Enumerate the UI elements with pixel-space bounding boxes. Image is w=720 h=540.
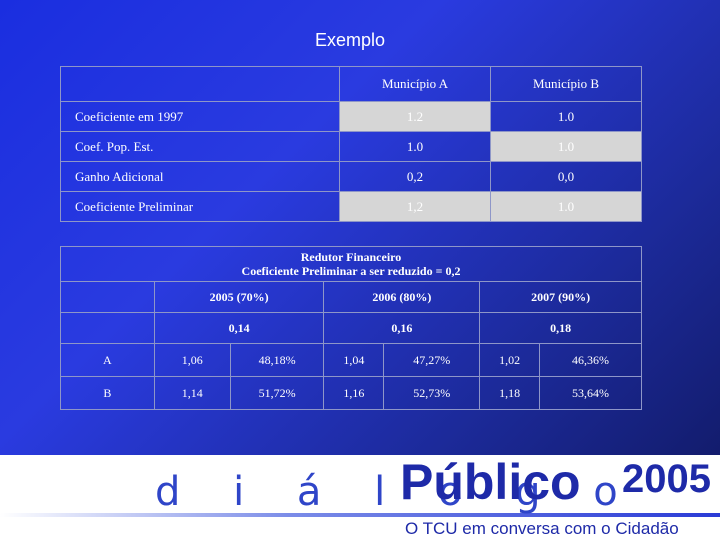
table-caption: Redutor Financeiro Coeficiente Prelimina…: [60, 246, 642, 282]
empty-cell: [60, 281, 155, 313]
cell-b: 1.0: [490, 101, 642, 132]
year-2007-header: 2007 (90%): [479, 281, 642, 313]
reducer-2006: 0,16: [323, 312, 481, 344]
caption-subtitle: Coeficiente Preliminar a ser reduzido = …: [241, 264, 461, 278]
cell-a: 1,2: [339, 191, 491, 222]
cell-pct: 48,18%: [229, 343, 325, 377]
year-2005-header: 2005 (70%): [153, 281, 325, 313]
row-label: B: [60, 376, 155, 410]
banner-year: 2005: [622, 457, 711, 501]
cell-coef: 1,06: [153, 343, 231, 377]
table-row: Coef. Pop. Est. 1.0 1.0: [60, 131, 642, 162]
cell-b: 1.0: [490, 131, 642, 162]
banner-word-dialogo: d i á l o g o: [155, 469, 638, 515]
banner-divider: [0, 513, 720, 517]
cell-coef: 1,18: [479, 376, 541, 410]
cell-a: 0,2: [339, 161, 491, 192]
banner-tagline: O TCU em conversa com o Cidadão: [405, 519, 679, 538]
table-header-row: Município A Município B: [60, 66, 642, 102]
row-label: Coeficiente Preliminar: [60, 191, 340, 222]
row-label: Coef. Pop. Est.: [60, 131, 340, 162]
reducer-2005: 0,14: [153, 312, 325, 344]
slide-title: Exemplo: [314, 30, 386, 50]
cell-a: 1.0: [339, 131, 491, 162]
header-municipio-a: Município A: [339, 66, 491, 102]
empty-cell: [60, 312, 155, 344]
cell-b: 0,0: [490, 161, 642, 192]
dialogo-publico-banner: d i á l o g o Público 2005 O TCU em conv…: [0, 454, 720, 540]
row-label: A: [60, 343, 155, 377]
year-2006-header: 2006 (80%): [323, 281, 481, 313]
cell-coef: 1,04: [323, 343, 385, 377]
cell-pct: 46,36%: [539, 343, 642, 377]
cell-coef: 1,02: [479, 343, 541, 377]
banner-word-publico: Público: [400, 454, 581, 510]
header-municipio-b: Município B: [490, 66, 642, 102]
caption-title: Redutor Financeiro: [300, 250, 402, 264]
table-row: B 1,14 51,72% 1,16 52,73% 1,18 53,64%: [60, 376, 642, 410]
row-label: Ganho Adicional: [60, 161, 340, 192]
reducer-2007: 0,18: [479, 312, 642, 344]
cell-pct: 47,27%: [383, 343, 481, 377]
cell-pct: 52,73%: [383, 376, 481, 410]
table-header-empty: [60, 66, 340, 102]
cell-a: 1.2: [339, 101, 491, 132]
table-row: Ganho Adicional 0,2 0,0: [60, 161, 642, 192]
cell-coef: 1,14: [153, 376, 231, 410]
financial-reducer-table: Redutor Financeiro Coeficiente Prelimina…: [60, 246, 642, 410]
table-row: Coeficiente Preliminar 1,2 1.0: [60, 191, 642, 222]
cell-pct: 53,64%: [539, 376, 642, 410]
coefficient-table: Município A Município B Coeficiente em 1…: [60, 66, 642, 222]
cell-pct: 51,72%: [229, 376, 325, 410]
row-label: Coeficiente em 1997: [60, 101, 340, 132]
cell-coef: 1,16: [323, 376, 385, 410]
cell-b: 1.0: [490, 191, 642, 222]
table-row: Coeficiente em 1997 1.2 1.0: [60, 101, 642, 132]
table-row: A 1,06 48,18% 1,04 47,27% 1,02 46,36%: [60, 343, 642, 377]
